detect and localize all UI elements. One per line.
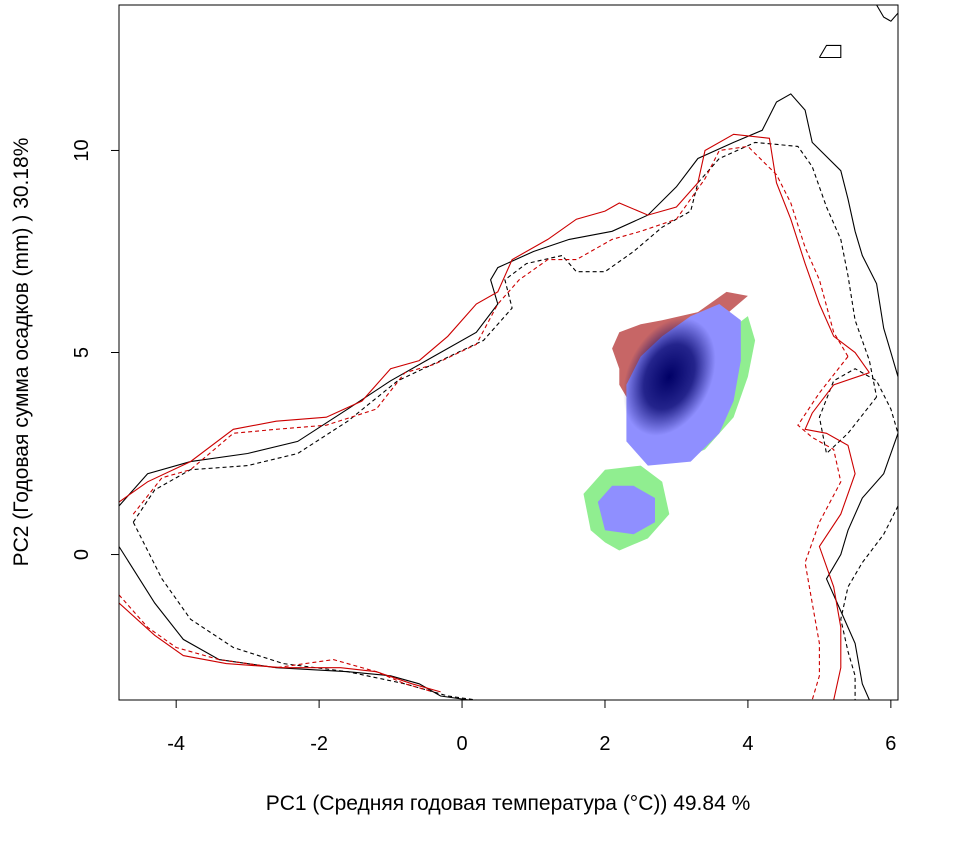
contour-line-11 [804, 372, 870, 700]
contour-line-12 [119, 594, 434, 693]
contour-line-9 [119, 602, 441, 693]
x-tick-label: -4 [167, 733, 185, 755]
x-tick-label: 2 [599, 733, 610, 755]
contour-line-6 [132, 141, 878, 523]
x-tick-label: 6 [885, 733, 896, 755]
contour-line-0 [119, 546, 470, 700]
y-tick-label: 0 [71, 549, 93, 560]
x-tick-label: 0 [456, 733, 467, 755]
contour-line-2 [825, 433, 898, 700]
plot-frame [118, 4, 899, 701]
x-axis-label: PC1 (Средняя годовая температура (°C)) 4… [266, 792, 751, 815]
contour-line-13 [132, 145, 849, 515]
x-tick-label: -2 [310, 733, 328, 755]
y-axis-label: PC2 (Годовая сумма осадков (mm) ) 30.18% [10, 138, 33, 567]
contour-line-5 [132, 521, 477, 700]
overlap-region-blue-lower [597, 485, 655, 535]
contour-line-14 [797, 356, 849, 700]
contour-line-8 [840, 505, 898, 700]
y-tick-label: 5 [71, 347, 93, 358]
contour-line-7 [818, 368, 898, 455]
contour-line-4 [876, 5, 898, 22]
contour-line-3 [818, 44, 842, 59]
contour-lines [119, 5, 898, 700]
contour-line-10 [119, 133, 870, 503]
x-axis: -4 -2 0 2 4 6 [167, 699, 896, 755]
density-peak [623, 317, 716, 436]
y-axis: 0 5 10 [71, 139, 120, 560]
y-tick-label: 10 [71, 139, 93, 161]
contour-line-1 [119, 93, 898, 507]
x-tick-label: 4 [742, 733, 753, 755]
overlap-regions [583, 291, 756, 551]
